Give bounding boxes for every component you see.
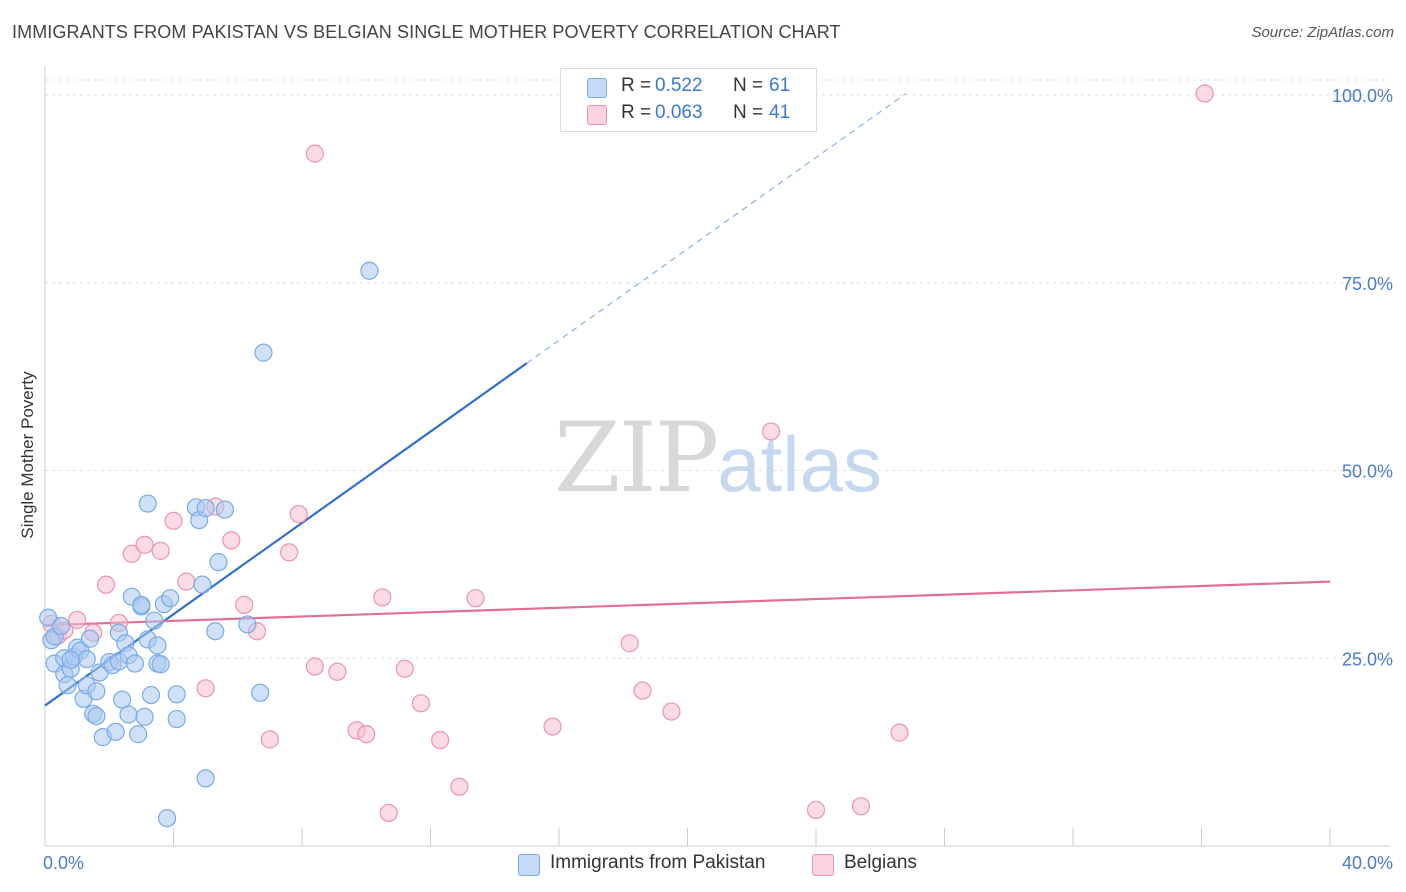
point-pakistan <box>193 575 212 594</box>
bottom-legend-swatch-belgians <box>812 854 834 876</box>
trend-line-belgians <box>44 580 1331 627</box>
grid-layer <box>45 79 1390 659</box>
legend-r-value: 0.063 <box>655 102 703 123</box>
point-belgians <box>164 511 183 530</box>
point-pakistan <box>129 725 148 744</box>
point-belgians <box>662 702 681 721</box>
bottom-legend-swatch-pakistan <box>518 854 540 876</box>
point-belgians <box>1195 84 1214 103</box>
stats-legend: R = 0.522 N = 61 R = 0.063 N = 41 <box>560 68 817 132</box>
point-pakistan <box>206 622 225 641</box>
point-pakistan <box>151 655 170 674</box>
point-belgians <box>890 723 909 742</box>
point-belgians <box>411 694 430 713</box>
y-tick-label: 50.0% <box>1342 462 1393 482</box>
point-pakistan <box>238 615 257 634</box>
legend-n-value: 41 <box>769 102 791 123</box>
point-pakistan <box>138 494 157 513</box>
chart-title: IMMIGRANTS FROM PAKISTAN VS BELGIAN SING… <box>12 22 841 42</box>
legend-r-value: 0.522 <box>655 75 703 96</box>
point-belgians <box>851 797 871 816</box>
trend-line-pakistan-extension <box>526 93 907 364</box>
legend-swatch-pakistan <box>587 78 607 98</box>
bottom-legend-label: Immigrants from Pakistan <box>550 852 766 873</box>
point-pakistan <box>209 553 228 572</box>
axis-layer <box>44 66 1390 847</box>
point-pakistan <box>77 649 96 669</box>
legend-n-value: 61 <box>769 75 791 96</box>
y-tick-label: 25.0% <box>1342 649 1393 669</box>
point-pakistan <box>167 685 186 704</box>
point-belgians <box>305 144 324 163</box>
point-belgians <box>379 803 398 823</box>
point-belgians <box>466 589 485 608</box>
x-tick-label: 0.0% <box>43 853 84 873</box>
point-belgians <box>450 777 469 796</box>
trend-line-layer <box>44 93 1331 707</box>
source-credit: Source: ZipAtlas.com <box>1251 24 1394 41</box>
point-belgians <box>305 657 324 676</box>
point-pakistan <box>87 682 106 701</box>
point-pakistan <box>145 611 164 630</box>
point-pakistan <box>112 690 132 709</box>
point-pakistan <box>141 685 161 705</box>
point-pakistan <box>254 343 273 362</box>
point-belgians <box>373 588 392 607</box>
point-pakistan <box>61 650 80 669</box>
point-pakistan <box>167 709 186 729</box>
point-pakistan <box>51 616 71 636</box>
point-belgians <box>633 681 652 700</box>
point-belgians <box>135 535 154 554</box>
x-tick-label: 40.0% <box>1342 853 1393 873</box>
point-pakistan <box>360 261 379 280</box>
point-belgians <box>280 543 299 562</box>
point-belgians <box>806 800 826 820</box>
tick-label-layer: 25.0% 50.0% 75.0% 100.0% 0.0% 40.0% <box>43 86 1393 873</box>
point-belgians <box>68 610 87 630</box>
legend-n-label: N = <box>733 75 764 96</box>
point-belgians <box>122 544 141 563</box>
point-belgians <box>151 541 170 560</box>
point-belgians <box>96 575 116 594</box>
point-pakistan <box>196 498 215 518</box>
point-belgians <box>177 572 196 591</box>
point-pakistan <box>251 683 270 702</box>
legend-r-label: R = <box>621 75 652 96</box>
point-belgians <box>328 662 347 681</box>
point-belgians <box>196 679 215 698</box>
y-tick-label: 75.0% <box>1342 274 1393 294</box>
legend-n-label: N = <box>733 102 764 123</box>
point-pakistan <box>125 654 145 673</box>
point-belgians <box>543 717 562 736</box>
legend-swatch-belgians <box>587 105 607 125</box>
legend-r-label: R = <box>621 102 652 123</box>
point-pakistan <box>132 595 151 615</box>
point-pakistan <box>148 636 167 655</box>
y-tick-label: 100.0% <box>1332 86 1393 106</box>
point-belgians <box>761 422 781 441</box>
point-pakistan <box>196 769 215 788</box>
point-pakistan <box>215 500 234 519</box>
point-belgians <box>289 504 308 524</box>
point-belgians <box>395 659 414 678</box>
point-belgians <box>431 731 450 750</box>
point-pakistan <box>58 676 77 695</box>
point-belgians <box>260 730 279 749</box>
point-belgians <box>620 634 639 653</box>
point-pakistan <box>106 722 125 741</box>
point-pakistan <box>161 589 180 608</box>
point-pakistan <box>135 707 154 726</box>
point-belgians <box>357 725 376 744</box>
point-pakistan <box>80 629 100 648</box>
point-belgians <box>235 595 254 615</box>
point-pakistan <box>39 608 58 627</box>
bottom-legend-label: Belgians <box>844 852 917 873</box>
point-pakistan <box>119 705 138 724</box>
point-pakistan <box>157 809 177 828</box>
point-belgians <box>222 531 241 550</box>
point-layer <box>39 84 1214 828</box>
point-pakistan <box>87 706 106 726</box>
